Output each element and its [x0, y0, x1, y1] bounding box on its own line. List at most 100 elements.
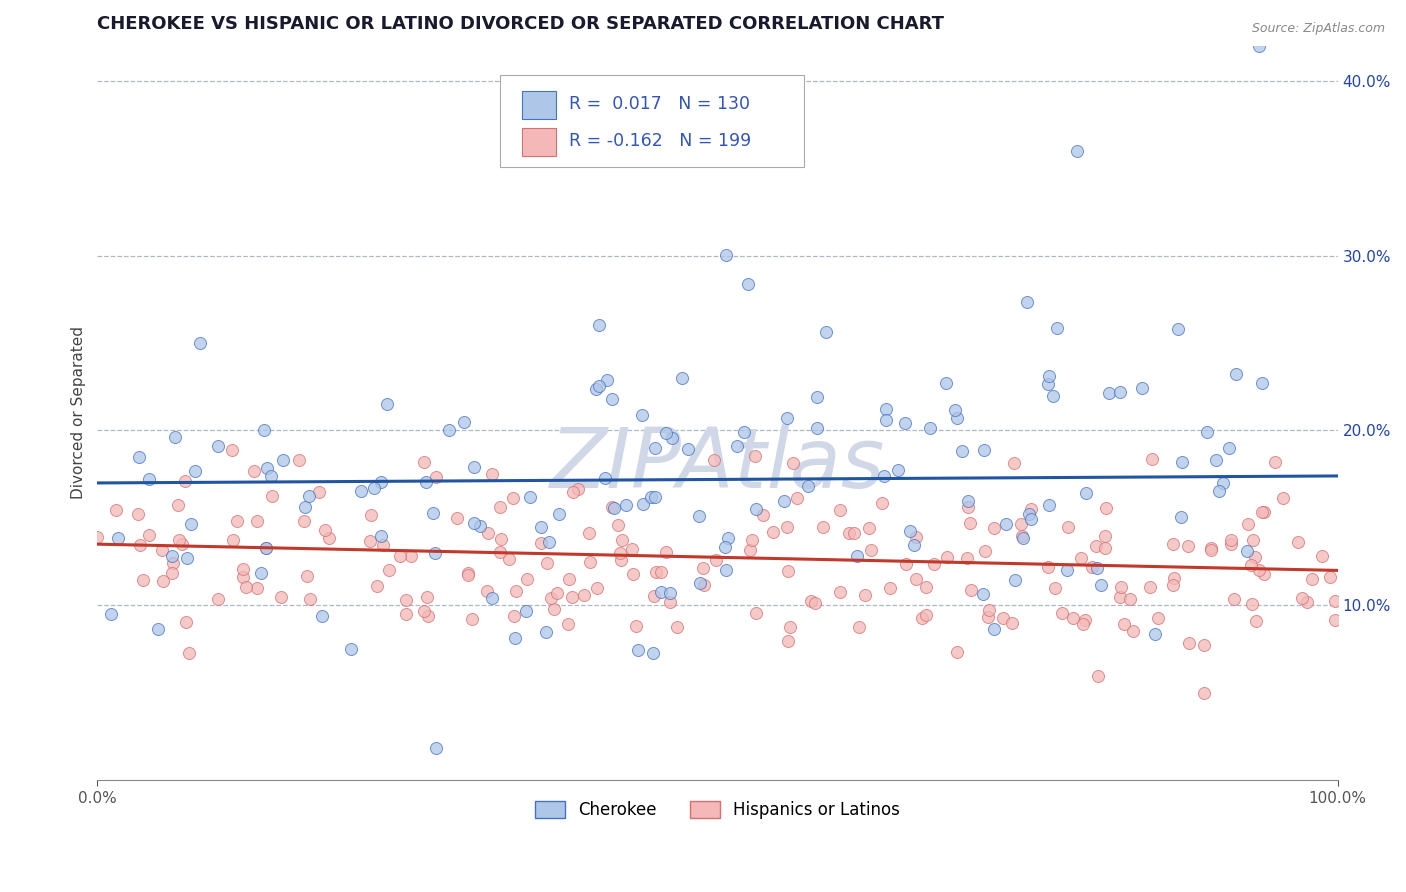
Point [778, 564, 800, 578]
Point [1241, 533, 1264, 548]
Point [650, 585, 672, 599]
Point [271, 453, 294, 467]
Point [540, 591, 562, 606]
Point [1177, 636, 1199, 650]
Point [270, 591, 292, 605]
Point [1236, 544, 1258, 558]
Point [1253, 566, 1275, 581]
Point [676, 442, 699, 456]
Point [1114, 616, 1136, 631]
Point [659, 586, 682, 600]
Point [1066, 144, 1088, 158]
Point [806, 390, 828, 404]
Text: CHEROKEE VS HISPANIC OR LATINO DIVORCED OR SEPARATED CORRELATION CHART: CHEROKEE VS HISPANIC OR LATINO DIVORCED … [97, 15, 945, 33]
Point [1038, 498, 1060, 512]
Point [1240, 597, 1263, 611]
Point [1177, 539, 1199, 553]
Point [692, 560, 714, 574]
Point [1220, 533, 1243, 547]
Point [1218, 442, 1240, 456]
Point [439, 423, 461, 437]
Point [1144, 626, 1167, 640]
Point [107, 531, 129, 545]
Point [991, 611, 1014, 625]
Point [395, 607, 418, 621]
Point [1147, 611, 1170, 625]
Point [537, 534, 560, 549]
Point [146, 622, 169, 636]
Point [314, 524, 336, 538]
Point [716, 563, 738, 577]
Point [692, 577, 714, 591]
Point [1319, 569, 1341, 583]
Point [489, 532, 512, 546]
Point [413, 604, 436, 618]
Point [481, 467, 503, 481]
Point [602, 500, 624, 514]
Point [655, 426, 678, 441]
Point [745, 606, 768, 620]
Point [704, 553, 727, 567]
Point [688, 508, 710, 523]
Point [298, 591, 321, 606]
Point [183, 465, 205, 479]
Point [246, 514, 269, 528]
Point [519, 490, 541, 504]
Point [786, 491, 808, 506]
Point [1240, 558, 1263, 572]
Point [983, 521, 1005, 535]
Point [744, 450, 766, 464]
Point [875, 413, 897, 427]
Point [714, 540, 737, 554]
Point [262, 489, 284, 503]
Point [994, 516, 1017, 531]
Point [875, 402, 897, 417]
Point [297, 569, 319, 583]
Point [1036, 559, 1059, 574]
Point [894, 558, 917, 572]
Point [359, 533, 381, 548]
Point [1011, 529, 1033, 543]
Point [557, 617, 579, 632]
Text: Source: ZipAtlas.com: Source: ZipAtlas.com [1251, 22, 1385, 36]
Point [714, 248, 737, 262]
Point [879, 581, 901, 595]
Point [1052, 606, 1074, 620]
Point [800, 594, 823, 608]
Point [813, 520, 835, 534]
Point [246, 581, 269, 595]
Point [911, 611, 934, 625]
Point [1220, 537, 1243, 551]
Point [1139, 580, 1161, 594]
Point [502, 491, 524, 506]
Point [1247, 563, 1270, 577]
Point [446, 511, 468, 525]
Point [232, 570, 254, 584]
Point [804, 596, 827, 610]
Point [294, 500, 316, 514]
Point [959, 516, 981, 531]
Point [703, 453, 725, 467]
Point [609, 546, 631, 560]
Point [561, 591, 583, 605]
Point [640, 490, 662, 504]
Point [1286, 534, 1309, 549]
Point [600, 392, 623, 406]
Point [425, 741, 447, 756]
Point [1251, 376, 1274, 391]
Point [363, 482, 385, 496]
Point [340, 641, 363, 656]
Point [830, 503, 852, 517]
Point [1036, 376, 1059, 391]
Point [457, 568, 479, 582]
Text: R =  0.017   N = 130: R = 0.017 N = 130 [568, 95, 749, 113]
Point [1070, 550, 1092, 565]
Point [593, 471, 616, 485]
Point [498, 552, 520, 566]
Point [129, 538, 152, 552]
Point [477, 526, 499, 541]
Point [643, 589, 665, 603]
Point [86, 529, 108, 543]
Point [1042, 389, 1064, 403]
Point [659, 595, 682, 609]
